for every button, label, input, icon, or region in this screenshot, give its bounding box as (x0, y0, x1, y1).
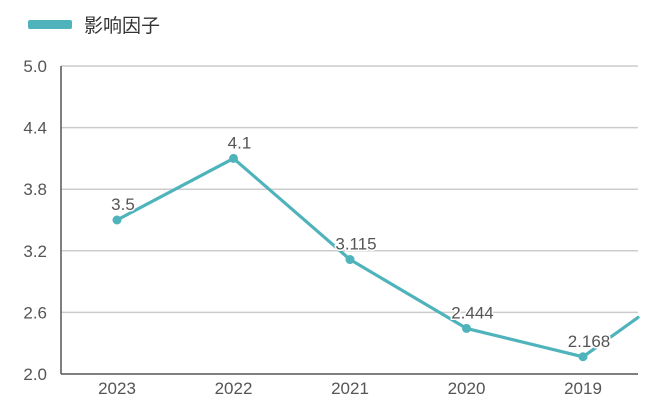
x-tick-label: 2022 (215, 379, 253, 398)
data-label: 2.168 (568, 332, 611, 351)
x-tick-label: 2019 (564, 379, 602, 398)
x-tick-label: 2023 (98, 379, 136, 398)
axes (60, 66, 638, 375)
data-label: 4.1 (228, 133, 252, 152)
data-label: 2.444 (451, 303, 494, 322)
grid-lines (61, 65, 638, 314)
y-tick-label: 4.4 (23, 119, 47, 138)
y-tick-label: 2.6 (23, 303, 47, 322)
data-label: 3.5 (111, 195, 135, 214)
legend-swatch (28, 19, 72, 29)
y-tick-label: 3.8 (23, 180, 47, 199)
y-tick-label: 5.0 (23, 57, 47, 76)
y-tick-label: 2.0 (23, 365, 47, 384)
x-tick-labels: 2023 2022 2021 2020 2019 (98, 379, 602, 398)
x-tick-label: 2021 (331, 379, 369, 398)
data-labels: 3.5 4.1 3.115 2.444 2.168 (110, 132, 612, 352)
data-point (462, 323, 471, 333)
data-point (112, 215, 122, 225)
data-point (229, 153, 238, 163)
data-label: 3.115 (335, 235, 376, 254)
y-tick-labels: 5.0 4.4 3.8 3.2 2.6 2.0 (23, 57, 47, 384)
data-point (345, 255, 355, 265)
y-tick-label: 3.2 (23, 242, 47, 261)
series-line (115, 156, 640, 359)
chart-legend: 影响因子 (28, 10, 160, 38)
data-point (578, 352, 588, 362)
x-tick-label: 2020 (448, 379, 486, 398)
series-layer (112, 153, 640, 362)
legend-label: 影响因子 (84, 14, 161, 37)
